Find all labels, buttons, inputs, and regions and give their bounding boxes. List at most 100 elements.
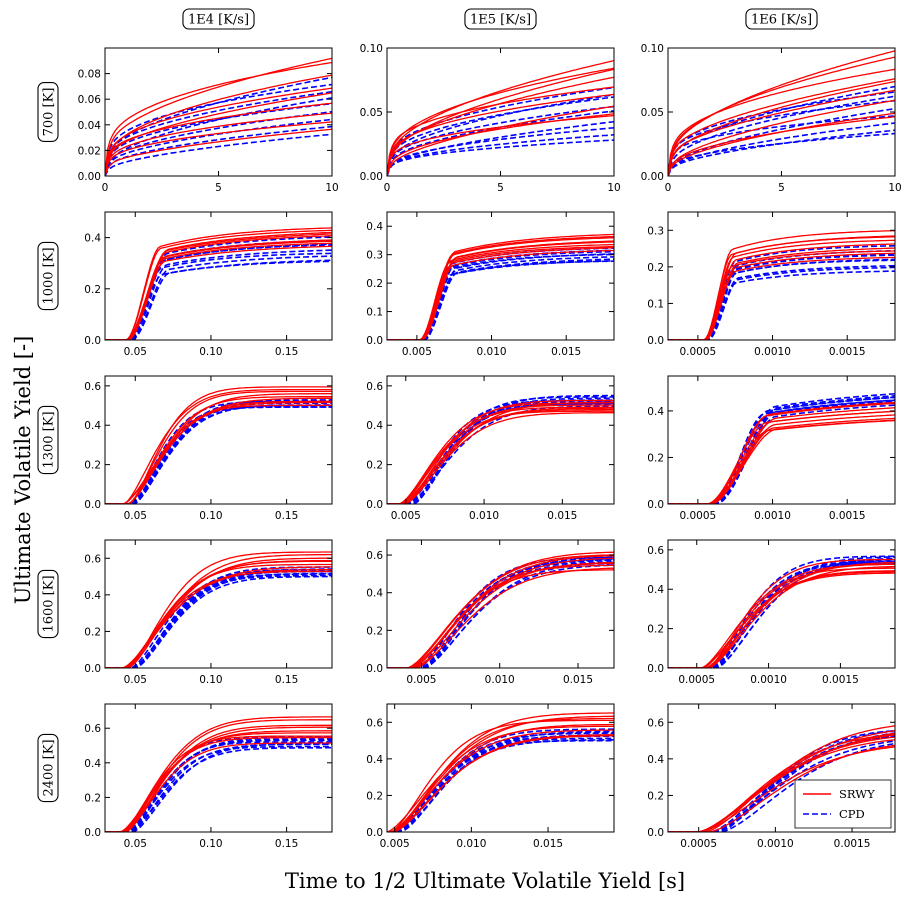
header-frame bbox=[37, 733, 59, 803]
cpd-series-line bbox=[387, 250, 614, 340]
y-tick-label: 0.00 bbox=[78, 171, 101, 183]
y-tick-label: 0.2 bbox=[647, 262, 664, 274]
cpd-series-line bbox=[668, 396, 895, 504]
srwy-series-line bbox=[105, 386, 332, 504]
srwy-series-line bbox=[668, 725, 895, 832]
x-tick-label: 0.010 bbox=[469, 510, 499, 522]
cpd-series-line bbox=[668, 404, 895, 504]
srwy-series-line bbox=[668, 744, 895, 832]
y-tick-label: 0.0 bbox=[84, 499, 101, 511]
column-header: 1E5 [K/s] bbox=[470, 13, 531, 28]
cpd-series-line bbox=[668, 558, 895, 668]
srwy-series-line bbox=[387, 561, 614, 668]
header-frame bbox=[37, 569, 59, 639]
srwy-series-line bbox=[668, 417, 895, 504]
cpd-series-line bbox=[387, 134, 614, 176]
y-tick-label: 0.4 bbox=[366, 221, 383, 233]
cpd-series-line bbox=[387, 396, 614, 504]
srwy-series-line bbox=[668, 256, 895, 340]
y-tick-label: 0.4 bbox=[366, 588, 383, 600]
cpd-series-line bbox=[668, 399, 895, 504]
header-frame bbox=[745, 8, 818, 30]
y-tick-label: 0.0 bbox=[84, 827, 101, 839]
y-tick-label: 0.0 bbox=[366, 827, 383, 839]
x-tick-label: 0.005 bbox=[391, 510, 421, 522]
x-tick-label: 0.015 bbox=[533, 838, 563, 850]
y-tick-label: 0.10 bbox=[641, 43, 664, 55]
y-tick-label: 0.1 bbox=[647, 298, 664, 310]
row-header-box: 2400 [K] bbox=[37, 733, 59, 803]
cpd-series-line bbox=[387, 258, 614, 340]
y-tick-label: 0.02 bbox=[78, 145, 101, 157]
cpd-series-line bbox=[387, 256, 614, 340]
srwy-series-line bbox=[387, 725, 614, 832]
y-tick-label: 0.4 bbox=[647, 754, 664, 766]
srwy-series-line bbox=[105, 719, 332, 832]
x-tick-label: 0.010 bbox=[485, 674, 515, 686]
srwy-series-line bbox=[105, 112, 332, 176]
x-tick-label: 5 bbox=[497, 182, 504, 194]
cpd-series-line bbox=[105, 741, 332, 832]
srwy-series-line bbox=[668, 565, 895, 668]
cpd-series-line bbox=[105, 738, 332, 832]
cpd-series-line bbox=[668, 557, 895, 668]
cpd-series-line bbox=[668, 393, 895, 504]
y-tick-label: 0.0 bbox=[647, 663, 664, 675]
cpd-series-line bbox=[668, 85, 895, 176]
srwy-series-line bbox=[105, 388, 332, 504]
cpd-series-line bbox=[387, 260, 614, 340]
legend-label-srwy: SRWY bbox=[839, 787, 875, 801]
cpd-series-line bbox=[105, 399, 332, 504]
y-tick-label: 0.1 bbox=[366, 307, 383, 319]
y-tick-label: 0.2 bbox=[366, 790, 383, 802]
plot-frame bbox=[386, 375, 615, 505]
y-tick-label: 0.6 bbox=[647, 717, 664, 729]
plot-frame bbox=[667, 375, 896, 505]
cpd-series-line bbox=[387, 260, 614, 340]
y-tick-label: 0.06 bbox=[78, 94, 102, 106]
srwy-series-line bbox=[387, 557, 614, 668]
srwy-series-line bbox=[387, 555, 614, 668]
srwy-series-line bbox=[668, 250, 895, 340]
x-tick-label: 0 bbox=[102, 182, 109, 194]
srwy-series-line bbox=[387, 723, 614, 832]
srwy-series-line bbox=[387, 735, 614, 832]
srwy-series-line bbox=[105, 233, 332, 340]
x-tick-label: 0.05 bbox=[124, 510, 147, 522]
cpd-series-line bbox=[668, 254, 895, 340]
subplot: 0.005 0.010 0.015 0.0 0.1 0.2 0.3 0.4 bbox=[366, 211, 615, 358]
x-tick-label: 0.15 bbox=[275, 838, 298, 850]
srwy-series-line bbox=[105, 726, 332, 832]
cpd-series-line bbox=[105, 243, 332, 340]
x-tick-label: 0.015 bbox=[547, 510, 577, 522]
srwy-series-line bbox=[387, 717, 614, 832]
series-group bbox=[387, 233, 614, 340]
subplot-grid: 1E4 [K/s] 1E5 [K/s] 1E6 [K/s] 700 [K] 1000 [… bbox=[37, 8, 902, 850]
cpd-series-line bbox=[387, 139, 614, 176]
cpd-series-line bbox=[105, 259, 332, 340]
y-axis-title: Ultimate Volatile Yield [-] bbox=[11, 336, 35, 605]
cpd-series-line bbox=[105, 406, 332, 504]
plot-frame bbox=[667, 539, 896, 669]
subplot: 0.05 0.10 0.15 0.0 0.2 0.4 0.6 bbox=[84, 539, 333, 686]
subplot: 0.005 0.010 0.015 0.0 0.2 0.4 0.6 bbox=[366, 539, 615, 686]
legend-frame bbox=[794, 779, 892, 829]
cpd-series-line bbox=[387, 93, 614, 176]
cpd-series-line bbox=[387, 249, 614, 340]
srwy-series-line bbox=[668, 407, 895, 504]
y-tick-label: 0.2 bbox=[366, 278, 383, 290]
srwy-series-line bbox=[668, 419, 895, 504]
cpd-series-line bbox=[668, 122, 895, 176]
cpd-series-line bbox=[105, 739, 332, 832]
x-tick-label: 0.10 bbox=[199, 838, 222, 850]
x-tick-label: 0.015 bbox=[563, 674, 593, 686]
y-tick-label: 0.2 bbox=[647, 624, 664, 636]
y-tick-label: 0.2 bbox=[84, 626, 101, 638]
series-group bbox=[387, 712, 614, 832]
plot-frame bbox=[104, 211, 333, 341]
subplot: 0.0005 0.0010 0.0015 0.0 0.1 0.2 0.3 bbox=[647, 211, 896, 358]
row-header: 1000 [K] bbox=[42, 247, 57, 304]
x-tick-label: 0.15 bbox=[275, 346, 298, 358]
srwy-series-line bbox=[105, 553, 332, 668]
cpd-series-line bbox=[668, 556, 895, 668]
